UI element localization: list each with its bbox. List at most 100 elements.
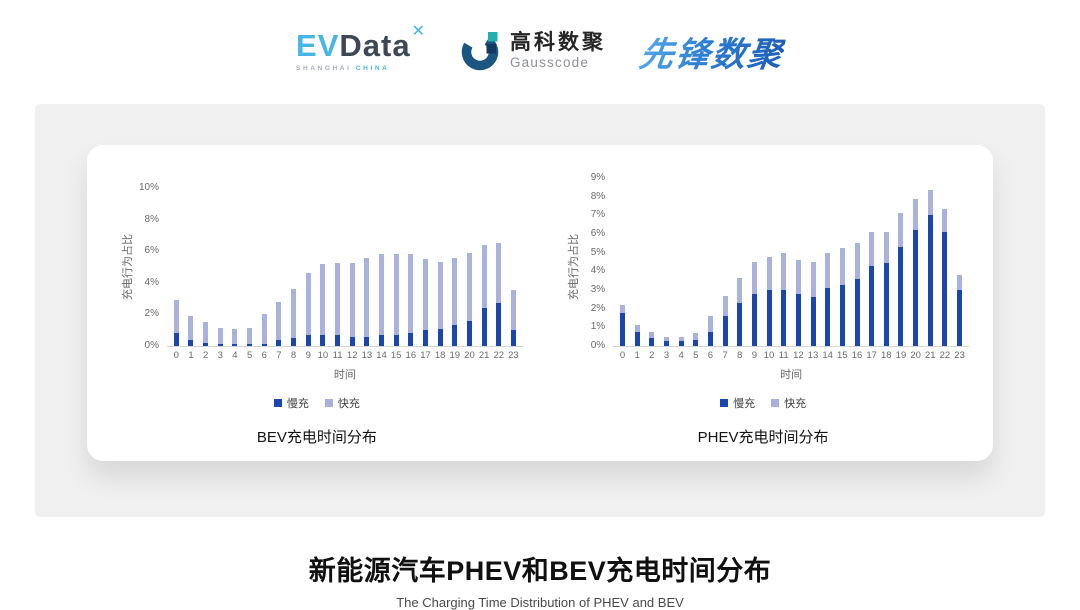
bev-x-tick: 19 xyxy=(449,350,461,361)
phev-x-tick: 18 xyxy=(881,350,892,361)
phev-y-tick: 0% xyxy=(590,340,606,351)
phev-legend-label: 慢充 xyxy=(733,397,756,410)
gausscode-en-text: Gausscode xyxy=(509,55,590,71)
bev-x-tick: 0 xyxy=(173,350,179,361)
phev-bar-hour-17 xyxy=(869,232,875,346)
phev-bar-slot xyxy=(850,243,865,346)
bev-segment-快充 xyxy=(320,263,326,335)
evdata-subtext: SHANGHAI CHINA xyxy=(296,65,389,72)
bev-segment-慢充 xyxy=(422,330,428,346)
phev-x-tick: 0 xyxy=(619,350,626,361)
bev-segment-快充 xyxy=(452,257,458,326)
phev-bar-slot xyxy=(894,213,909,346)
phev-segment-慢充 xyxy=(810,296,816,346)
bev-bar-hour-10 xyxy=(320,263,326,346)
bev-bar-hour-1 xyxy=(188,316,194,346)
phev-segment-慢充 xyxy=(883,262,889,346)
phev-segment-快充 xyxy=(957,275,963,290)
phev-segment-慢充 xyxy=(751,293,757,346)
phev-x-tick: 3 xyxy=(663,350,670,361)
bev-segment-快充 xyxy=(291,289,297,339)
bev-x-tick: 10 xyxy=(317,350,329,361)
bev-bar-hour-3 xyxy=(217,327,223,346)
bev-segment-快充 xyxy=(217,327,223,345)
bev-segment-快充 xyxy=(481,244,487,309)
phev-segment-快充 xyxy=(737,277,743,304)
bev-bar-slot xyxy=(213,327,228,346)
bev-x-tick: 12 xyxy=(346,350,358,361)
phev-segment-快充 xyxy=(722,295,728,317)
phev-x-tick: 10 xyxy=(763,350,775,361)
phev-legend-label: 快充 xyxy=(784,397,807,410)
phev-segment-慢充 xyxy=(825,288,831,346)
bev-bar-slot xyxy=(506,289,521,346)
phev-bar-hour-3 xyxy=(663,336,669,346)
bev-segment-慢充 xyxy=(496,302,502,346)
bev-x-tick: 16 xyxy=(405,350,417,361)
bev-bar-hour-15 xyxy=(393,254,399,346)
bev-bar-hour-5 xyxy=(247,327,253,346)
phev-segment-快充 xyxy=(634,324,640,332)
bev-legend-item-快充: 快充 xyxy=(324,395,360,411)
bev-y-axis-title: 充电行为占比 xyxy=(122,234,134,300)
bev-segment-慢充 xyxy=(452,325,458,346)
phev-segment-慢充 xyxy=(649,337,655,346)
phev-x-tick: 13 xyxy=(807,350,819,361)
bev-segment-快充 xyxy=(247,327,253,345)
legend-swatch-icon xyxy=(273,398,282,407)
phev-segment-慢充 xyxy=(869,265,875,346)
bev-x-tick: 7 xyxy=(276,350,282,361)
phev-segment-快充 xyxy=(810,262,816,297)
evdata-china-text: CHINA xyxy=(355,65,390,72)
phev-bar-slot xyxy=(923,190,938,346)
bev-segment-快充 xyxy=(364,257,370,337)
phev-x-tick: 21 xyxy=(924,350,936,361)
phev-x-tick: 15 xyxy=(837,350,848,361)
phev-y-tick: 8% xyxy=(590,190,606,202)
phev-segment-快充 xyxy=(825,252,831,289)
phev-x-tick: 12 xyxy=(793,350,804,361)
bev-bar-hour-20 xyxy=(466,252,472,346)
phev-bar-hour-10 xyxy=(766,257,772,346)
phev-bar-hour-6 xyxy=(707,316,713,346)
phev-bar-slot xyxy=(732,277,747,346)
phev-bar-slot xyxy=(762,257,777,346)
phev-canvas: 充电行为占比 0% 1% 2% 3% 4% 5% 6% 7% 8% 9% 0 1 2 3 4 5 6 7 8 9 10 11… xyxy=(557,167,969,382)
bev-bar-slot xyxy=(242,327,257,346)
phev-bar-slot xyxy=(630,324,645,346)
phev-y-tick: 9% xyxy=(590,172,606,183)
bev-bar-slot xyxy=(447,257,462,346)
bev-bar-hour-22 xyxy=(496,242,502,346)
bev-segment-快充 xyxy=(173,300,179,334)
phev-bar-hour-18 xyxy=(883,232,889,346)
bev-x-tick: 22 xyxy=(493,350,505,361)
phev-segment-慢充 xyxy=(898,247,904,346)
phev-bar-hour-7 xyxy=(722,295,728,346)
bev-bar-slot xyxy=(169,300,184,346)
phev-segment-快充 xyxy=(883,232,889,263)
phev-plot-area: 0% 1% 2% 3% 4% 5% 6% 7% 8% 9% xyxy=(591,173,969,351)
bev-x-tick: 3 xyxy=(217,350,223,361)
bev-bar-hour-17 xyxy=(422,259,428,346)
chart-card: 充电行为占比 0% 2% 4% 6% 8% 10% 0 1 2 3 4 5 6 7 8 9 10 11 12 13 14 1… xyxy=(87,145,993,461)
bev-segment-慢充 xyxy=(217,344,223,346)
logo-bar: EV Data ✕ SHANGHAI CHINA 高科数聚 Gausscode … xyxy=(0,0,1080,102)
phev-bar-hour-15 xyxy=(839,248,845,346)
phev-bar-slot xyxy=(908,198,923,346)
bev-segment-慢充 xyxy=(335,334,341,346)
chart-panel: 充电行为占比 0% 2% 4% 6% 8% 10% 0 1 2 3 4 5 6 7 8 9 10 11 12 13 14 1… xyxy=(35,104,1045,517)
bev-segment-慢充 xyxy=(232,344,238,346)
phev-bar-hour-8 xyxy=(737,277,743,346)
bev-bar-hour-12 xyxy=(349,263,355,346)
bev-segment-慢充 xyxy=(276,340,282,346)
bev-bar-slot xyxy=(345,263,360,346)
phev-bar-hour-5 xyxy=(693,332,699,346)
bev-segment-慢充 xyxy=(364,336,370,346)
phev-segment-快充 xyxy=(678,336,684,342)
gausscode-logo: 高科数聚 Gausscode xyxy=(460,30,606,72)
bev-x-axis-title: 时间 xyxy=(333,368,356,381)
bev-bar-slot xyxy=(184,316,199,346)
phev-segment-快充 xyxy=(781,252,787,290)
bev-bar-hour-16 xyxy=(408,253,414,346)
